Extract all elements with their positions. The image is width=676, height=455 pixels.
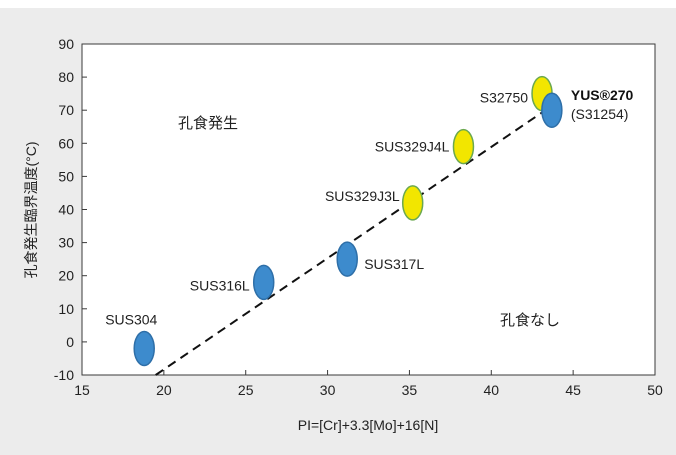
- data-point: [336, 241, 358, 277]
- x-tick-label: 45: [565, 382, 581, 398]
- y-tick-label: 80: [58, 69, 74, 85]
- y-tick-label: 20: [58, 268, 74, 284]
- trend-line: [155, 106, 551, 376]
- plot-area: [81, 43, 656, 376]
- x-tick-label: 15: [74, 382, 90, 398]
- y-tick-label: 90: [58, 36, 74, 52]
- data-point-label: SUS329J3L: [325, 188, 400, 204]
- x-axis-title: PI=[Cr]+3.3[Mo]+16[N]: [298, 417, 438, 433]
- data-point-label: SUS304: [105, 312, 157, 328]
- data-point: [252, 264, 275, 301]
- data-point-label: S32750: [480, 90, 528, 106]
- data-point-label: SUS329J4L: [375, 139, 450, 155]
- x-tick-label: 25: [238, 382, 254, 398]
- data-point: [133, 330, 155, 367]
- data-point-label: SUS316L: [190, 277, 250, 293]
- x-tick-label: 40: [483, 382, 499, 398]
- y-tick-label: 40: [58, 202, 74, 218]
- y-tick-label: 60: [58, 135, 74, 151]
- y-tick-label: 70: [58, 102, 74, 118]
- data-point-label: YUS®270: [571, 87, 634, 103]
- region-label-pitting: 孔食発生: [178, 115, 238, 132]
- data-point: [452, 128, 475, 165]
- chart-svg: 15 20 25 30 35 40 45 50 -100102030405060708090 …: [23, 36, 663, 433]
- data-point-sublabel: (S31254): [571, 106, 629, 122]
- y-tick-label: -10: [54, 367, 74, 383]
- y-tick-label: 0: [66, 334, 74, 350]
- x-tick-label: 20: [156, 382, 172, 398]
- data-point-label: SUS317L: [364, 256, 424, 272]
- y-tick-label: 10: [58, 301, 74, 317]
- data-point: [541, 92, 563, 128]
- chart-panel: 15 20 25 30 35 40 45 50 -10 0 10 20 30 40 50 60 70 80 90 …: [0, 8, 676, 455]
- y-tick-label: 50: [58, 168, 74, 184]
- y-axis-title: 孔食発生臨界温度(°C): [23, 141, 39, 278]
- x-tick-label: 50: [647, 382, 663, 398]
- x-tick-label: 35: [402, 382, 418, 398]
- x-tick-label: 30: [320, 382, 336, 398]
- region-label-no-pitting: 孔食なし: [500, 312, 560, 329]
- y-tick-label: 30: [58, 235, 74, 251]
- data-point: [401, 185, 424, 221]
